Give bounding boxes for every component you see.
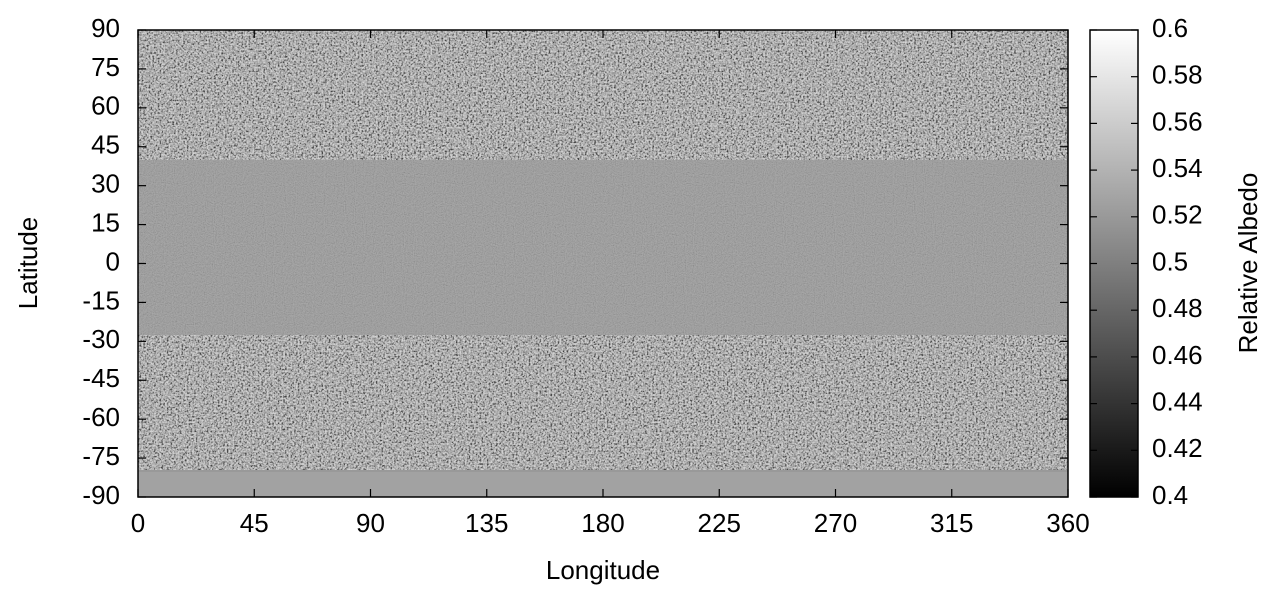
colorbar-tick-label: 0.56 bbox=[1152, 106, 1203, 136]
albedo-map bbox=[138, 30, 1068, 497]
y-tick-label: 30 bbox=[91, 169, 120, 199]
y-axis-label: Latitude bbox=[13, 217, 43, 310]
x-tick-label: 225 bbox=[698, 508, 741, 538]
colorbar-tick-label: 0.52 bbox=[1152, 200, 1203, 230]
y-tick-label: -30 bbox=[82, 324, 120, 354]
map-texture bbox=[138, 30, 1068, 160]
colorbar bbox=[1089, 29, 1139, 498]
x-axis-label: Longitude bbox=[546, 555, 660, 585]
y-tick-label: 0 bbox=[106, 246, 120, 276]
x-tick-label: 360 bbox=[1046, 508, 1089, 538]
map-texture bbox=[138, 335, 1068, 470]
x-tick-label: 135 bbox=[465, 508, 508, 538]
y-tick-label: 60 bbox=[91, 91, 120, 121]
y-tick-label: -45 bbox=[82, 363, 120, 393]
colorbar-tick-label: 0.5 bbox=[1152, 246, 1188, 276]
x-tick-label: 180 bbox=[581, 508, 624, 538]
colorbar-tick-label: 0.42 bbox=[1152, 433, 1203, 463]
y-tick-label: 90 bbox=[91, 13, 120, 43]
colorbar-tick-label: 0.6 bbox=[1152, 13, 1188, 43]
y-tick-label: -60 bbox=[82, 402, 120, 432]
x-tick-label: 270 bbox=[814, 508, 857, 538]
x-tick-label: 0 bbox=[131, 508, 145, 538]
colorbar-tick-label: 0.44 bbox=[1152, 386, 1203, 416]
y-tick-label: 45 bbox=[91, 130, 120, 160]
colorbar-tick-label: 0.4 bbox=[1152, 480, 1188, 510]
colorbar-label: Relative Albedo bbox=[1233, 173, 1263, 354]
x-tick-label: 90 bbox=[356, 508, 385, 538]
colorbar-tick-label: 0.54 bbox=[1152, 153, 1203, 183]
y-tick-label: -75 bbox=[82, 441, 120, 471]
colorbar-tick-label: 0.58 bbox=[1152, 60, 1203, 90]
y-tick-label: 75 bbox=[91, 52, 120, 82]
x-tick-label: 315 bbox=[930, 508, 973, 538]
colorbar-tick-label: 0.48 bbox=[1152, 293, 1203, 323]
colorbar-tick-label: 0.46 bbox=[1152, 340, 1203, 370]
x-tick-label: 45 bbox=[240, 508, 269, 538]
y-tick-label: 15 bbox=[91, 207, 120, 237]
y-tick-label: -90 bbox=[82, 480, 120, 510]
y-tick-label: -15 bbox=[82, 285, 120, 315]
